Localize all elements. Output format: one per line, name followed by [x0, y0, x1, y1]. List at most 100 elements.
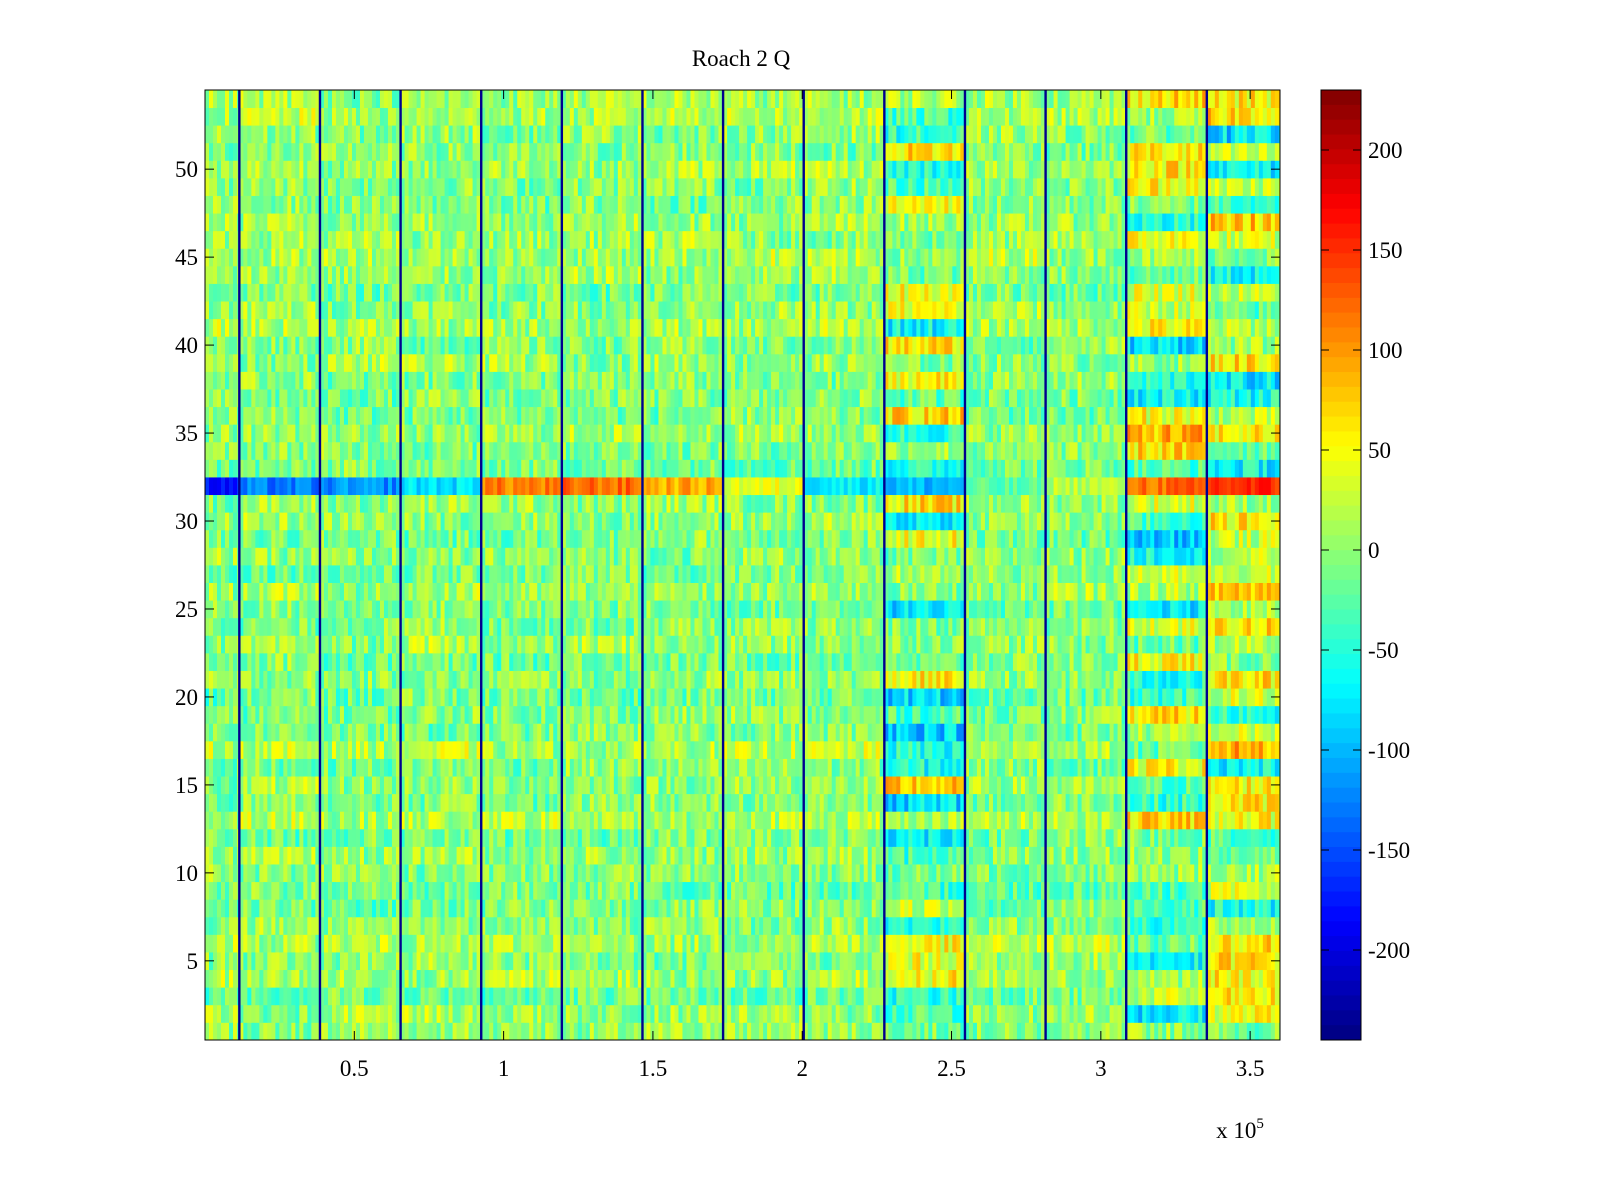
heatmap-cell	[779, 934, 783, 952]
heatmap-cell	[860, 794, 864, 812]
heatmap-cell	[267, 829, 271, 847]
heatmap-cell	[1259, 759, 1263, 777]
heatmap-cell	[521, 882, 525, 900]
heatmap-cell	[997, 987, 1001, 1005]
heatmap-cell	[1186, 1005, 1190, 1023]
heatmap-cell	[743, 759, 747, 777]
heatmap-cell	[1086, 934, 1090, 952]
heatmap-cell	[364, 899, 368, 917]
heatmap-cell	[868, 917, 872, 935]
heatmap-cell	[956, 917, 960, 935]
heatmap-cell	[630, 987, 634, 1005]
heatmap-cell	[654, 952, 658, 970]
heatmap-cell	[775, 934, 779, 952]
heatmap-cell	[1267, 917, 1271, 935]
heatmap-cell	[989, 776, 993, 794]
heatmap-cell	[287, 917, 291, 935]
heatmap-cell	[1070, 776, 1074, 794]
heatmap-cell	[714, 864, 718, 882]
heatmap-cell	[1271, 829, 1275, 847]
heatmap-cell	[626, 759, 630, 777]
heatmap-cell	[243, 934, 247, 952]
heatmap-cell	[388, 811, 392, 829]
heatmap-row-15	[205, 776, 1280, 794]
heatmap-cell	[336, 882, 340, 900]
heatmap-cell	[1130, 794, 1134, 812]
heatmap-cell	[1231, 987, 1235, 1005]
heatmap-cell	[267, 917, 271, 935]
heatmap-cell	[977, 917, 981, 935]
heatmap-cell	[405, 882, 409, 900]
heatmap-cell	[1182, 829, 1186, 847]
heatmap-cell	[860, 899, 864, 917]
heatmap-cell	[888, 864, 892, 882]
heatmap-cell	[1078, 899, 1082, 917]
heatmap-cell	[888, 952, 892, 970]
heatmap-cell	[1146, 987, 1150, 1005]
heatmap-cell	[217, 987, 221, 1005]
heatmap-cell	[622, 934, 626, 952]
heatmap-cell	[263, 882, 267, 900]
heatmap-cell	[541, 952, 545, 970]
heatmap-cell	[1259, 917, 1263, 935]
heatmap-cell	[779, 917, 783, 935]
heatmap-cell	[356, 1022, 360, 1040]
heatmap-cell	[1054, 952, 1058, 970]
heatmap-cell	[255, 776, 259, 794]
heatmap-cell	[275, 1005, 279, 1023]
heatmap-cell	[332, 987, 336, 1005]
heatmap-cell	[1239, 970, 1243, 988]
heatmap-cell	[409, 917, 413, 935]
heatmap-cell	[1078, 794, 1082, 812]
heatmap-cell	[247, 829, 251, 847]
heatmap-cell	[646, 917, 650, 935]
heatmap-cell	[469, 846, 473, 864]
heatmap-cell	[1078, 864, 1082, 882]
heatmap-cell	[441, 846, 445, 864]
heatmap-cell	[666, 846, 670, 864]
heatmap-cell	[445, 899, 449, 917]
heatmap-cell	[445, 1005, 449, 1023]
heatmap-cell	[251, 1005, 255, 1023]
heatmap-cell	[1146, 1022, 1150, 1040]
heatmap-cell	[1146, 811, 1150, 829]
heatmap-cell	[1170, 759, 1174, 777]
heatmap-cell	[888, 776, 892, 794]
heatmap-cell	[973, 846, 977, 864]
heatmap-cell	[932, 899, 936, 917]
heatmap-cell	[892, 794, 896, 812]
heatmap-cell	[1074, 811, 1078, 829]
heatmap-cell	[872, 1005, 876, 1023]
heatmap-cell	[517, 952, 521, 970]
heatmap-cell	[590, 846, 594, 864]
heatmap-cell	[380, 882, 384, 900]
heatmap-cell	[505, 776, 509, 794]
heatmap-cell	[896, 776, 900, 794]
heatmap-cell	[952, 970, 956, 988]
heatmap-cell	[1033, 759, 1037, 777]
heatmap-cell	[493, 917, 497, 935]
heatmap-cell	[295, 811, 299, 829]
heatmap-cell	[1033, 970, 1037, 988]
heatmap-cell	[650, 794, 654, 812]
heatmap-cell	[493, 934, 497, 952]
heatmap-cell	[828, 1022, 832, 1040]
heatmap-cell	[876, 794, 880, 812]
heatmap-cell	[1066, 794, 1070, 812]
heatmap-cell	[1231, 846, 1235, 864]
heatmap-cell	[1158, 917, 1162, 935]
heatmap-cell	[409, 934, 413, 952]
heatmap-cell	[549, 759, 553, 777]
heatmap-cell	[876, 811, 880, 829]
heatmap-cell	[666, 776, 670, 794]
heatmap-cell	[868, 1022, 872, 1040]
heatmap-cell	[1114, 987, 1118, 1005]
heatmap-cell	[594, 846, 598, 864]
heatmap-cell	[501, 864, 505, 882]
heatmap-cell	[1170, 864, 1174, 882]
heatmap-cell	[932, 970, 936, 988]
heatmap-cell	[1219, 882, 1223, 900]
heatmap-cell	[1102, 970, 1106, 988]
heatmap-cell	[225, 1022, 229, 1040]
heatmap-cell	[549, 864, 553, 882]
